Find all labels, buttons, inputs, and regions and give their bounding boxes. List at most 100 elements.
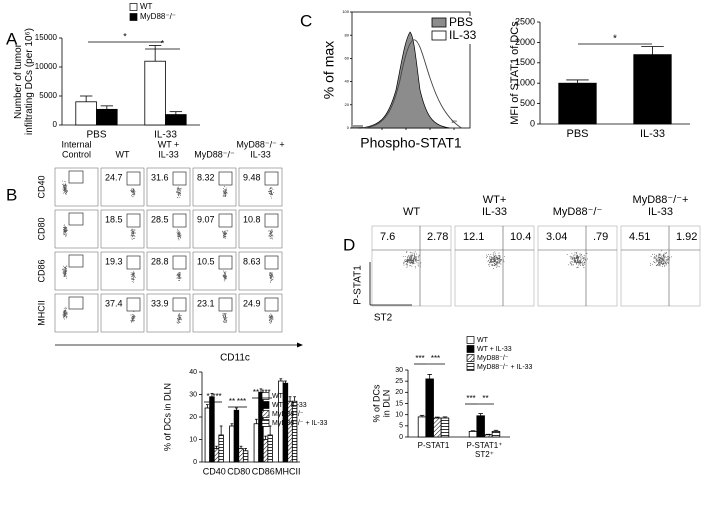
event-dot [134, 236, 136, 237]
event-dot [64, 318, 66, 320]
flow-plot-frame [192, 167, 237, 207]
event-dot [65, 267, 67, 269]
event-dot [66, 316, 68, 318]
event-dot [177, 322, 179, 324]
event-dot [64, 316, 66, 318]
event-dot [414, 257, 416, 259]
event-dot [131, 190, 133, 192]
quadrant-percentage: 4.51 [629, 231, 650, 243]
event-dot [178, 194, 180, 196]
event-dot [179, 276, 180, 278]
significance-label: *** [466, 394, 475, 403]
event-dot [64, 310, 66, 312]
event-dot [222, 312, 224, 314]
event-dot [175, 191, 177, 193]
event-dot [132, 230, 134, 232]
event-dot [576, 256, 578, 258]
event-dot [66, 266, 68, 268]
event-dot [133, 311, 135, 313]
event-dot [179, 322, 181, 323]
event-dot [272, 279, 274, 281]
event-dot [178, 314, 180, 316]
event-dot [571, 252, 573, 254]
legend-label: PBS [449, 15, 473, 29]
event-dot [410, 254, 412, 256]
legend-swatch [261, 419, 270, 427]
y-axis-label: P-STAT1 [353, 265, 364, 305]
event-dot [499, 262, 501, 264]
event-dot [63, 192, 64, 194]
event-dot [179, 232, 181, 234]
row-label: CD86 [36, 259, 46, 282]
event-dot [178, 231, 180, 233]
event-dot [268, 189, 270, 191]
event-dot [178, 274, 180, 276]
x-tick-label: CD86 [252, 466, 275, 476]
event-dot [134, 191, 136, 193]
event-dot [66, 275, 68, 277]
event-dot [414, 265, 416, 267]
event-dot [658, 259, 660, 261]
event-dot [223, 271, 225, 273]
event-dot [406, 256, 408, 258]
gate [172, 171, 187, 186]
event-dot [179, 190, 181, 192]
event-dot [650, 255, 652, 257]
event-dot [499, 257, 501, 259]
event-dot [178, 239, 180, 241]
event-dot [494, 251, 496, 253]
gate-percentage: 10.8 [243, 214, 261, 224]
event-dot [63, 229, 65, 230]
y-tick-label: 2500 [515, 16, 535, 26]
legend-label: MyD88⁻/⁻ + IL-33 [272, 420, 328, 427]
event-dot [64, 186, 66, 188]
event-dot [569, 255, 571, 257]
flow-plot-frame [192, 293, 237, 333]
event-dot [178, 275, 180, 277]
event-dot [495, 256, 497, 258]
y-tick-label: 5000 [39, 91, 57, 100]
event-dot [133, 235, 135, 236]
event-dot [177, 230, 179, 232]
event-dot [66, 189, 68, 191]
event-dot [409, 260, 411, 262]
event-dot [584, 263, 585, 265]
y-tick-label: 15 [395, 400, 403, 407]
event-dot [411, 254, 413, 256]
significance-label: * [613, 34, 617, 45]
event-dot [579, 254, 581, 256]
event-dot [272, 192, 274, 194]
event-dot [272, 235, 274, 237]
event-dot [270, 314, 272, 316]
event-dot [269, 319, 271, 320]
quadrant-percentage: 10.4 [510, 231, 531, 243]
event-dot [272, 316, 273, 318]
event-dot [650, 263, 652, 265]
gate [218, 213, 233, 228]
event-dot [64, 274, 66, 275]
event-dot [134, 230, 136, 232]
event-dot [406, 251, 408, 253]
event-dot [270, 235, 272, 237]
event-dot [65, 306, 67, 308]
event-dot [577, 266, 579, 268]
event-dot [66, 227, 68, 229]
column-header: Control [62, 149, 91, 159]
event-dot [65, 184, 67, 186]
event-dot [271, 275, 273, 277]
event-dot [656, 259, 658, 261]
event-dot [133, 275, 135, 276]
event-dot [67, 190, 68, 192]
event-dot [661, 260, 663, 262]
event-dot [665, 261, 667, 263]
event-dot [131, 319, 133, 321]
event-dot [494, 265, 496, 267]
event-dot [65, 309, 67, 311]
event-dot [499, 256, 501, 258]
event-dot [489, 255, 491, 257]
gate [264, 297, 279, 312]
event-dot [176, 189, 178, 191]
gate [68, 170, 84, 184]
event-dot [420, 262, 422, 264]
event-dot [224, 230, 226, 232]
